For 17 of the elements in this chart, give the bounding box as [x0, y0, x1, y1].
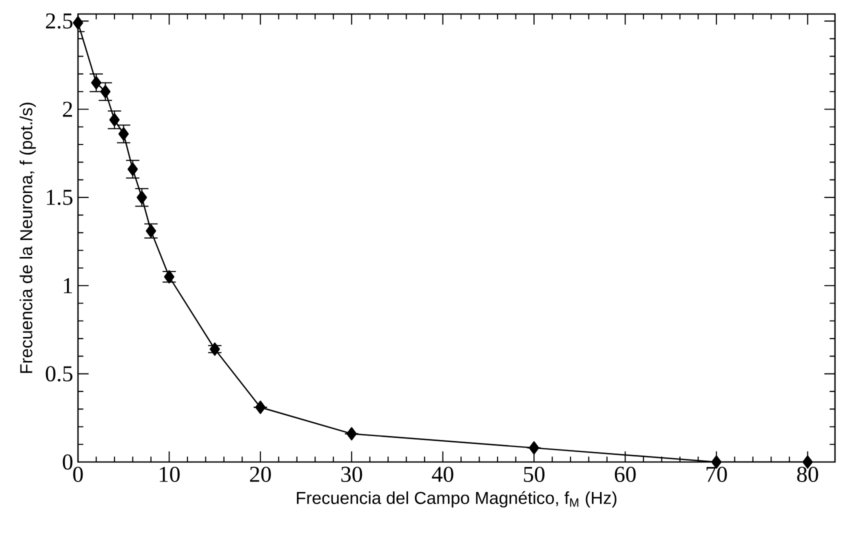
x-tick-label: 20: [250, 466, 271, 482]
x-axis-title: Frecuencia del Campo Magnético, f$_{M}$ (Hz): [296, 491, 616, 508]
x-tick-label: 50: [524, 466, 544, 482]
x-tick-label: 70: [706, 466, 727, 482]
x-tick-label: 0: [73, 466, 83, 482]
x-tick-label: 10: [160, 466, 180, 482]
y-tick-label: 1: [64, 278, 72, 294]
x-tick-label: 80: [797, 466, 818, 482]
y-tick-label: 1.5: [46, 190, 72, 206]
x-tick-label: 60: [614, 466, 636, 482]
y-axis-title: Frecuencia de la Neurona, f (pot./s): [20, 102, 36, 373]
x-tick-label: 30: [341, 466, 362, 482]
y-tick-label: 0: [62, 454, 72, 470]
y-tick-label: 0.5: [46, 366, 72, 382]
x-tick-label: 40: [432, 466, 454, 482]
y-tick-label: 2: [62, 102, 72, 117]
y-tick-label: 2.5: [46, 13, 72, 29]
